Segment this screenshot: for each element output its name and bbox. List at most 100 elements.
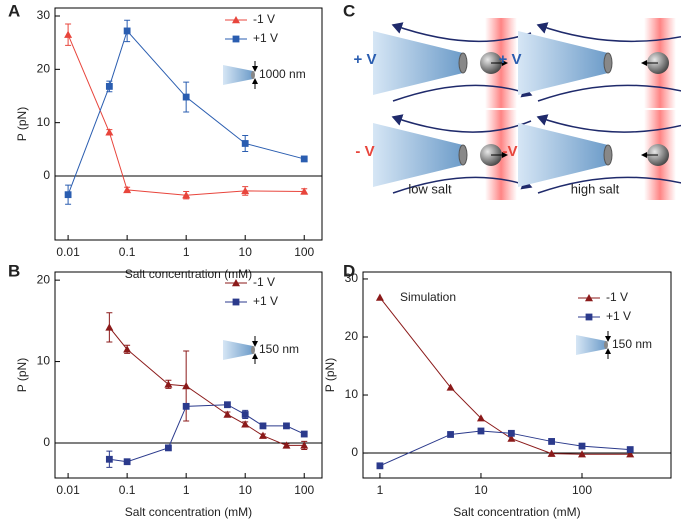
- nanopipette: [373, 31, 463, 95]
- marker: [241, 186, 250, 195]
- legend-label: +1 V: [606, 309, 631, 323]
- marker: [283, 422, 290, 430]
- legend-marker: [585, 294, 593, 302]
- y-axis-label: P (pN): [15, 358, 29, 392]
- marker: [578, 442, 586, 450]
- marker: [300, 441, 309, 449]
- x-tick-label: 100: [572, 483, 592, 497]
- marker: [123, 185, 132, 194]
- x-tick-label: 10: [474, 483, 488, 497]
- inset-pipette: [576, 335, 606, 355]
- marker: [105, 323, 114, 331]
- legend-label: +1 V: [253, 294, 278, 308]
- y-tick-label: 20: [37, 62, 51, 76]
- x-tick-label: 100: [294, 483, 314, 497]
- y-tick-label: 30: [37, 8, 51, 22]
- inset-pipette: [223, 65, 253, 85]
- inset-label: 150 nm: [612, 337, 652, 351]
- inset-tip: [251, 346, 255, 354]
- y-axis-label: P (pN): [323, 358, 337, 392]
- plot-frame: [362, 271, 672, 479]
- plot-frame: [54, 271, 323, 479]
- y-axis-label: P (pN): [15, 107, 29, 141]
- legend-marker: [232, 279, 240, 287]
- marker: [123, 458, 131, 466]
- panel-label: C: [343, 1, 355, 20]
- flow-arrow: [392, 176, 533, 194]
- marker: [282, 441, 291, 449]
- marker: [476, 414, 485, 422]
- flow-arrow: [391, 22, 532, 43]
- marker: [223, 410, 232, 418]
- marker: [626, 450, 635, 458]
- nanopipette: [518, 123, 608, 187]
- panel-label: A: [8, 1, 20, 20]
- flow-arrow: [391, 114, 532, 133]
- x-tick-label: 0.1: [119, 245, 136, 259]
- x-tick-label: 0.01: [56, 245, 80, 259]
- y-tick-label: 0: [351, 445, 358, 459]
- y-tick-label: 10: [37, 354, 51, 368]
- marker: [300, 187, 309, 195]
- inset-label: 150 nm: [259, 342, 299, 356]
- x-tick-label: 1: [183, 483, 190, 497]
- y-tick-label: 10: [37, 115, 51, 129]
- y-tick-label: 20: [345, 329, 359, 343]
- marker: [241, 420, 250, 428]
- legend-marker: [585, 313, 593, 321]
- marker: [105, 128, 114, 136]
- x-tick-label: 1: [183, 245, 190, 259]
- marker: [258, 431, 267, 439]
- flow-arrow: [536, 22, 681, 43]
- marker: [64, 30, 73, 38]
- marker: [548, 438, 555, 445]
- marker: [164, 444, 172, 452]
- marker: [123, 345, 132, 353]
- panel-label: D: [343, 261, 355, 280]
- x-axis-label: Salt concentration (mM): [125, 267, 252, 281]
- marker: [547, 449, 556, 457]
- y-tick-label: 20: [37, 272, 51, 286]
- nanopipette: [373, 123, 463, 187]
- x-tick-label: 0.1: [119, 483, 136, 497]
- inset-label: 1000 nm: [259, 67, 306, 81]
- marker: [182, 93, 190, 101]
- x-tick-label: 10: [239, 245, 253, 259]
- marker: [123, 27, 131, 35]
- legend-label: -1 V: [253, 12, 275, 26]
- marker: [300, 155, 308, 163]
- marker: [578, 450, 587, 458]
- marker: [477, 427, 485, 435]
- marker: [182, 381, 191, 390]
- legend-marker: [232, 298, 240, 306]
- marker: [224, 401, 231, 409]
- marker: [626, 446, 634, 453]
- legend-label: +1 V: [253, 31, 278, 45]
- caption: low salt: [408, 181, 452, 196]
- voltage-label: - V: [355, 143, 374, 160]
- marker: [507, 434, 516, 442]
- marker: [447, 431, 454, 438]
- x-axis-label: Salt concentration (mM): [125, 505, 252, 519]
- marker: [241, 411, 249, 418]
- x-axis-label: Salt concentration (mM): [453, 505, 580, 519]
- marker: [64, 191, 72, 199]
- marker: [182, 191, 191, 199]
- inset-tip: [604, 341, 608, 349]
- legend-label: -1 V: [253, 275, 275, 289]
- legend-marker: [232, 16, 240, 24]
- series-line: [109, 404, 305, 463]
- marker: [300, 430, 308, 438]
- marker: [376, 462, 384, 470]
- series-line: [379, 297, 631, 455]
- marker: [182, 402, 190, 410]
- y-tick-label: 30: [345, 271, 359, 285]
- flow-arrow: [536, 114, 681, 133]
- marker: [105, 455, 113, 463]
- series-line: [67, 34, 305, 196]
- nanopipette: [518, 31, 608, 95]
- legend-label: -1 V: [606, 290, 628, 304]
- pipette-tip: [603, 52, 613, 74]
- y-tick-label: 10: [345, 387, 359, 401]
